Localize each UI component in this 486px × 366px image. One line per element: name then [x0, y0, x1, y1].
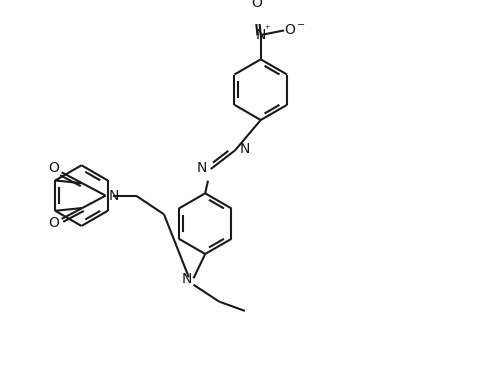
Text: N: N — [108, 188, 119, 203]
Text: N: N — [196, 161, 207, 175]
Text: N: N — [256, 28, 266, 42]
Text: N: N — [182, 272, 192, 286]
Text: O: O — [252, 0, 262, 10]
Text: O: O — [48, 161, 59, 175]
Text: O: O — [48, 216, 59, 230]
Text: O$^-$: O$^-$ — [284, 23, 306, 37]
Text: $^+$: $^+$ — [263, 25, 271, 34]
Text: N: N — [239, 142, 250, 156]
